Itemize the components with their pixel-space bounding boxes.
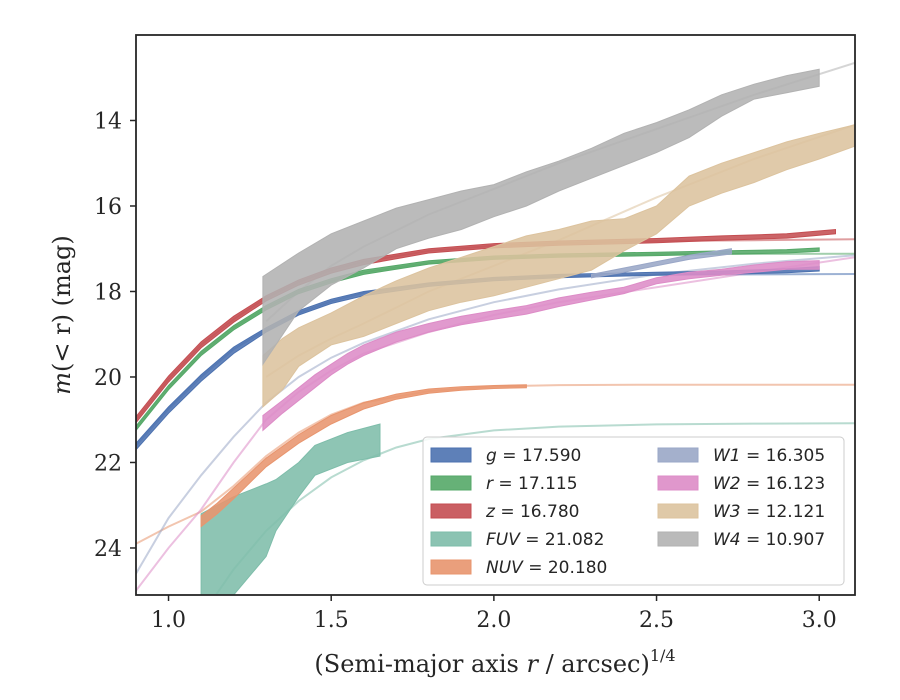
legend-swatch-nuv bbox=[430, 559, 472, 575]
y-tick-label: 22 bbox=[94, 451, 122, 476]
x-tick-label: 2.5 bbox=[639, 608, 674, 633]
y-tick-label: 14 bbox=[94, 109, 122, 134]
legend-swatch-fuv bbox=[430, 531, 472, 547]
legend-entry-fuv: FUV = 21.082 bbox=[486, 530, 604, 550]
y-axis-ticks: 14 16 18 20 22 24 bbox=[94, 109, 136, 562]
legend-entry-z: z = 16.780 bbox=[485, 502, 579, 522]
y-tick-label: 24 bbox=[94, 537, 122, 562]
y-axis-label: m(< r) (mag) bbox=[48, 235, 76, 395]
legend-swatch-g bbox=[430, 447, 472, 463]
x-axis-label: (Semi-major axis r / arcsec)1/4 bbox=[314, 646, 675, 678]
x-tick-label: 3.0 bbox=[802, 608, 837, 633]
band-w4 bbox=[262, 68, 820, 366]
legend-swatch-w3 bbox=[657, 503, 699, 519]
legend-entry-w1: W1 = 16.305 bbox=[713, 446, 825, 466]
x-tick-label: 1.0 bbox=[151, 608, 186, 633]
band-fuv bbox=[200, 423, 381, 595]
data-bands bbox=[136, 68, 855, 595]
legend-entry-g: g = 17.590 bbox=[486, 446, 581, 466]
y-tick-label: 18 bbox=[94, 280, 122, 305]
legend-entry-w2: W2 = 16.123 bbox=[713, 474, 825, 494]
band-nuv bbox=[200, 384, 527, 528]
legend-box bbox=[422, 436, 845, 586]
y-tick-label: 20 bbox=[94, 366, 122, 391]
legend-entry-w4: W4 = 10.907 bbox=[713, 530, 825, 550]
legend: g = 17.590 r = 17.115 z = 16.780 FUV = 21.0… bbox=[422, 436, 845, 586]
legend-entry-nuv: NUV = 20.180 bbox=[486, 558, 607, 578]
legend-swatch-w2 bbox=[657, 475, 699, 491]
legend-swatch-w1 bbox=[657, 447, 699, 463]
x-tick-label: 1.5 bbox=[314, 608, 349, 633]
legend-swatch-z bbox=[430, 503, 472, 519]
band-w1 bbox=[591, 248, 732, 279]
x-axis-ticks: 1.0 1.5 2.0 2.5 3.0 bbox=[151, 595, 837, 633]
y-tick-label: 16 bbox=[94, 195, 122, 220]
x-tick-label: 2.0 bbox=[476, 608, 511, 633]
model-line-w1 bbox=[136, 254, 855, 575]
band-w2 bbox=[262, 260, 820, 432]
band-w3 bbox=[262, 124, 855, 409]
legend-swatch-r bbox=[430, 475, 472, 491]
plot-frame bbox=[135, 34, 856, 596]
legend-entry-r: r = 17.115 bbox=[486, 474, 578, 494]
legend-entry-w3: W3 = 12.121 bbox=[713, 502, 825, 522]
legend-swatch-w4 bbox=[657, 531, 699, 547]
